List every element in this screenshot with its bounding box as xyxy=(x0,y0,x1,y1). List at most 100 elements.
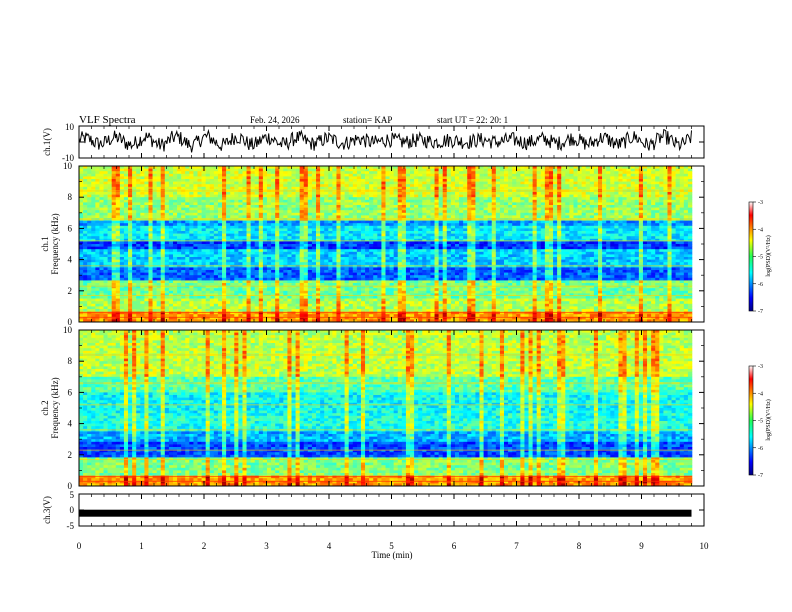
spectrogram-cell xyxy=(161,176,165,179)
spectrogram-cell xyxy=(242,223,246,226)
spectrogram-cell xyxy=(153,218,157,221)
spectrogram-cell xyxy=(169,226,173,229)
spectrogram-cell xyxy=(357,280,361,283)
spectrogram-cell xyxy=(202,208,206,211)
spectrogram-cell xyxy=(202,278,206,281)
spectrogram-cell xyxy=(336,231,340,234)
spectrogram-cell xyxy=(316,278,320,281)
spectrogram-cell xyxy=(316,171,320,174)
spectrogram-cell xyxy=(193,218,197,221)
spectrogram-cell xyxy=(153,197,157,200)
spectrogram-cell xyxy=(198,291,202,294)
spectrogram-cell xyxy=(287,265,291,268)
spectrogram-cell xyxy=(210,176,214,179)
spectrogram-cell xyxy=(124,306,128,309)
spectrogram-cell xyxy=(259,249,263,252)
spectrogram-cell xyxy=(153,288,157,291)
spectrogram-cell xyxy=(357,226,361,229)
spectrogram-cell xyxy=(185,195,189,198)
spectrogram-cell xyxy=(263,260,267,263)
spectrogram-cell xyxy=(365,260,369,263)
spectrogram-cell xyxy=(108,200,112,203)
spectrogram-cell xyxy=(365,205,369,208)
spectrogram-cell xyxy=(140,296,144,299)
spectrogram-cell xyxy=(144,241,148,244)
spectrogram-cell xyxy=(234,267,238,270)
spectrogram-cell xyxy=(202,301,206,304)
spectrogram-cell xyxy=(177,226,181,229)
spectrogram-cell xyxy=(136,283,140,286)
spectrogram-cell xyxy=(316,262,320,265)
spectrogram-cell xyxy=(300,273,304,276)
spectrogram-cell xyxy=(365,254,369,257)
spectrogram-cell xyxy=(120,306,124,309)
spectrogram-cell xyxy=(328,184,332,187)
spectrogram-cell xyxy=(177,218,181,221)
spectrogram-cell xyxy=(324,262,328,265)
spectrogram-cell xyxy=(369,223,373,226)
spectrogram-cell xyxy=(283,260,287,263)
spectrogram-cell xyxy=(165,288,169,291)
spectrogram-cell xyxy=(214,226,218,229)
spectrogram-cell xyxy=(214,241,218,244)
spectrogram-cell xyxy=(181,244,185,247)
spectrogram-cell xyxy=(185,176,189,179)
spectrogram-cell xyxy=(120,200,124,203)
spectrogram-cell xyxy=(198,244,202,247)
spectrogram-cell xyxy=(87,202,91,205)
spectrogram-cell xyxy=(112,195,116,198)
spectrogram-cell xyxy=(136,182,140,185)
spectrogram-cell xyxy=(287,213,291,216)
spectrogram-cell xyxy=(218,254,222,257)
spectrogram-cell xyxy=(87,182,91,185)
spectrogram-cell xyxy=(345,221,349,224)
spectrogram-cell xyxy=(328,267,332,270)
spectrogram-cell xyxy=(99,296,103,299)
spectrogram-cell xyxy=(157,299,161,302)
spectrogram-cell xyxy=(332,312,336,315)
spectrogram-cell xyxy=(292,171,296,174)
spectrogram-cell xyxy=(124,249,128,252)
spectrogram-cell xyxy=(345,187,349,190)
spectrogram-cell xyxy=(210,179,214,182)
spectrogram-cell xyxy=(185,257,189,260)
spectrogram-cell xyxy=(255,262,259,265)
spectrogram-cell xyxy=(238,314,242,317)
spectrogram-cell xyxy=(104,291,108,294)
spectrogram-cell xyxy=(177,197,181,200)
spectrogram-cell xyxy=(79,200,83,203)
spectrogram-cell xyxy=(218,270,222,273)
spectrogram-cell xyxy=(112,208,116,211)
spectrogram-cell xyxy=(202,312,206,315)
spectrogram-cell xyxy=(251,171,255,174)
spectrogram-cell xyxy=(124,273,128,276)
spectrogram-cell xyxy=(296,197,300,200)
spectrogram-cell xyxy=(87,314,91,317)
spectrogram-cell xyxy=(91,200,95,203)
spectrogram-cell xyxy=(234,192,238,195)
spectrogram-cell xyxy=(320,280,324,283)
spectrogram-cell xyxy=(365,234,369,237)
spectrogram-cell xyxy=(193,228,197,231)
spectrogram-cell xyxy=(332,231,336,234)
spectrogram-cell xyxy=(275,208,279,211)
spectrogram-cell xyxy=(177,208,181,211)
spectrogram-cell xyxy=(120,304,124,307)
spectrogram-cell xyxy=(153,265,157,268)
spectrogram-cell xyxy=(83,184,87,187)
spectrogram-cell xyxy=(353,265,357,268)
spectrogram-cell xyxy=(292,226,296,229)
spectrogram-cell xyxy=(91,192,95,195)
spectrogram-cell xyxy=(136,226,140,229)
spectrogram-cell xyxy=(357,174,361,177)
spectrogram-cell xyxy=(173,265,177,268)
spectrogram-cell xyxy=(267,174,271,177)
spectrogram-cell xyxy=(320,301,324,304)
spectrogram-cell xyxy=(99,231,103,234)
spectrogram-cell xyxy=(369,234,373,237)
spectrogram-cell xyxy=(124,257,128,260)
spectrogram-cell xyxy=(238,254,242,257)
spectrogram-cell xyxy=(144,197,148,200)
spectrogram-cell xyxy=(210,182,214,185)
spectrogram-cell xyxy=(349,296,353,299)
